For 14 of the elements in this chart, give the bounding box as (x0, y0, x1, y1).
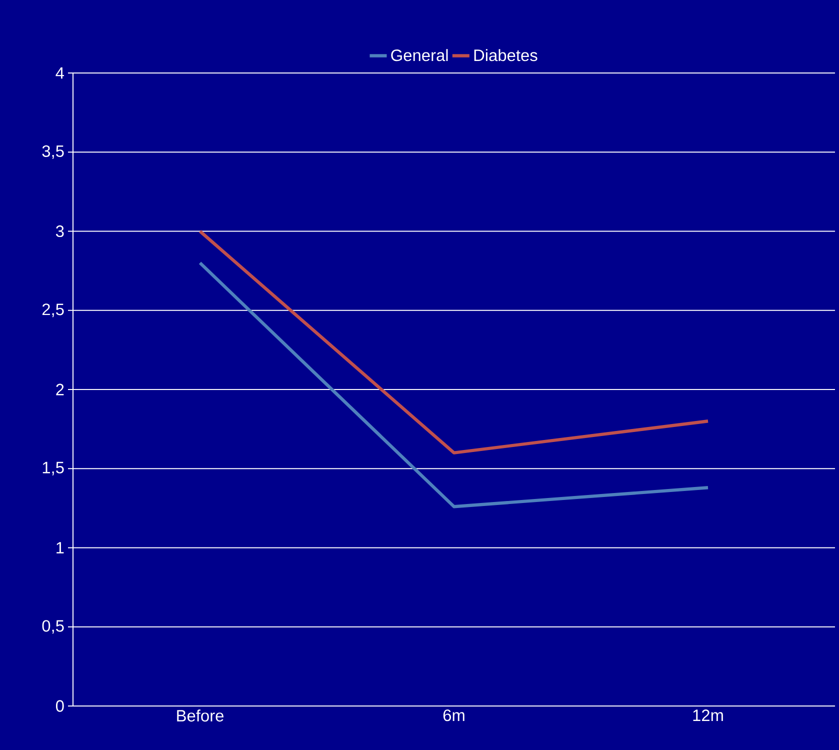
x-tick-label: Before (177, 710, 224, 722)
y-tick-label: 3 (56, 225, 64, 238)
y-tick-label: 0 (56, 700, 64, 712)
x-tick-label: 12m (693, 710, 723, 721)
y-tick-label: 2 (56, 384, 64, 396)
y-tick-label: 3,5 (42, 145, 64, 159)
y-tick-label: 2,5 (42, 304, 64, 318)
x-tick-label: 6m (443, 710, 464, 722)
y-tick-label: 1 (56, 542, 64, 554)
y-tick-label: 4 (56, 67, 64, 79)
y-tick-label: 1,5 (42, 462, 64, 476)
legend-label: General (391, 49, 448, 62)
legend-label: Diabetes (474, 49, 538, 62)
y-tick-label: 0,5 (42, 620, 64, 634)
